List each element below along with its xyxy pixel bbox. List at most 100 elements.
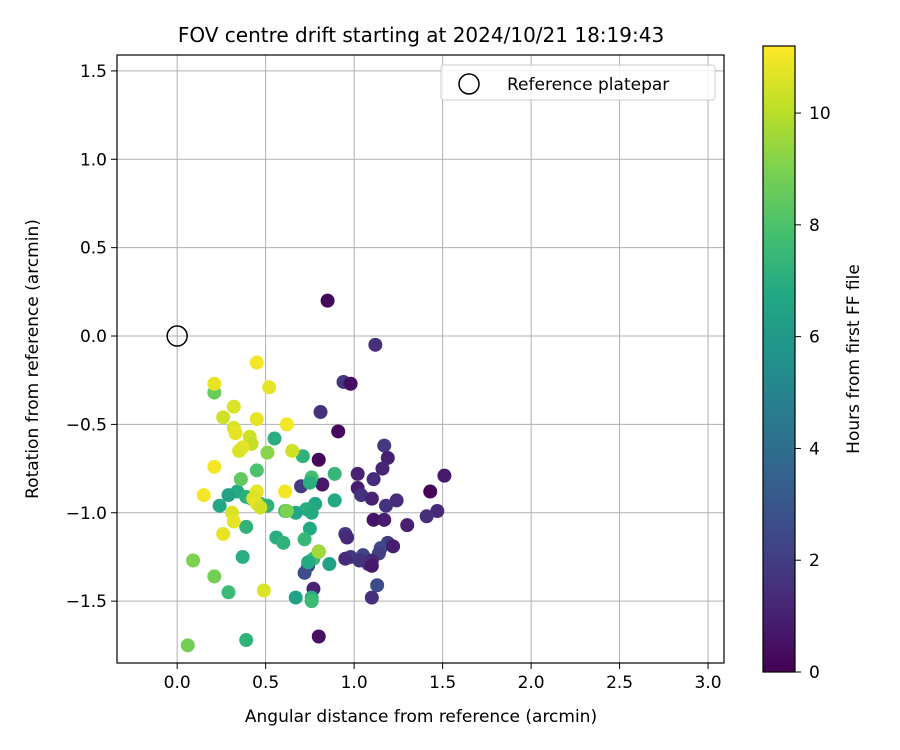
data-point: [249, 463, 264, 478]
chart-title: FOV centre drift starting at 2024/10/21 …: [178, 23, 664, 47]
data-point: [340, 530, 355, 545]
colorbar-tick-label: 0: [809, 663, 820, 683]
legend-label: Reference platepar: [507, 75, 669, 95]
data-point: [295, 449, 310, 464]
data-point: [302, 521, 317, 536]
grid-lines: [117, 55, 724, 663]
data-point: [186, 553, 201, 568]
colorbar-ticks: 0 2 4 6 8 10: [795, 104, 831, 683]
data-point: [302, 475, 317, 490]
data-point: [377, 512, 392, 527]
y-tick-label: 0.0: [80, 327, 107, 347]
data-point: [320, 293, 335, 308]
y-tick-label: 1.0: [80, 150, 107, 170]
data-point: [228, 426, 243, 441]
data-point: [389, 493, 404, 508]
x-tick-label: 3.0: [695, 673, 722, 693]
x-tick-label: 2.0: [518, 673, 545, 693]
data-point: [232, 443, 247, 458]
legend-box: [440, 64, 716, 101]
legend-marker-icon: [458, 73, 480, 95]
x-tick-label: 1.5: [429, 673, 456, 693]
data-point: [364, 491, 379, 506]
data-point: [235, 549, 250, 564]
data-point: [437, 468, 452, 483]
data-point: [262, 380, 277, 395]
data-point: [207, 459, 222, 474]
plot-frame: [116, 54, 725, 664]
data-point: [276, 535, 291, 550]
data-point: [226, 514, 241, 529]
data-point: [419, 509, 434, 524]
reference-platepar-marker: [166, 325, 188, 347]
data-point: [343, 376, 358, 391]
data-point: [327, 493, 342, 508]
data-point: [322, 557, 337, 572]
data-point: [338, 551, 353, 566]
data-point: [260, 445, 275, 460]
data-point: [327, 466, 342, 481]
data-point: [375, 461, 390, 476]
data-point: [267, 431, 282, 446]
axis-ticks: 0.0 0.5 1.0 1.5 2.0 2.5 3.0 −1.5 −1.0 −0.5 0.0 0.5 1…: [66, 62, 722, 693]
colorbar-label: Hours from first FF file: [844, 264, 864, 454]
data-point: [216, 410, 231, 425]
data-point: [249, 412, 264, 427]
y-axis-label: Rotation from reference (arcmin): [23, 219, 43, 499]
data-point: [239, 519, 254, 534]
x-axis-label: Angular distance from reference (arcmin): [245, 707, 597, 727]
data-point: [207, 569, 222, 584]
data-point: [370, 578, 385, 593]
data-point: [297, 532, 312, 547]
y-tick-label: −1.0: [66, 504, 107, 524]
data-point: [233, 472, 248, 487]
legend: Reference platepar: [440, 64, 716, 101]
data-point: [221, 585, 236, 600]
data-point: [366, 512, 381, 527]
data-point: [256, 583, 271, 598]
data-point: [196, 488, 211, 503]
colorbar-tick-label: 6: [809, 328, 820, 348]
y-tick-label: 0.5: [80, 239, 107, 259]
x-tick-label: 0.0: [164, 673, 191, 693]
data-point: [368, 337, 383, 352]
data-point: [377, 438, 392, 453]
data-point: [253, 500, 268, 515]
data-point: [216, 526, 231, 541]
y-tick-label: −1.5: [66, 592, 107, 612]
data-point: [285, 443, 300, 458]
colorbar-gradient: [762, 45, 796, 673]
data-point: [279, 417, 294, 432]
colorbar-tick-label: 8: [809, 216, 820, 236]
x-tick-label: 0.5: [252, 673, 279, 693]
data-point: [350, 466, 365, 481]
data-point: [226, 399, 241, 414]
data-point: [301, 555, 316, 570]
data-point: [221, 488, 236, 503]
data-point: [180, 638, 195, 653]
data-point: [313, 405, 328, 420]
data-point: [304, 594, 319, 609]
data-point: [366, 472, 381, 487]
data-point: [315, 477, 330, 492]
data-point: [378, 498, 393, 513]
x-tick-label: 1.0: [341, 673, 368, 693]
data-point: [430, 504, 445, 518]
data-point: [278, 484, 293, 499]
data-point: [380, 450, 395, 465]
colorbar: 0 2 4 6 8 10 Hours from first FF file: [762, 45, 864, 683]
data-point: [354, 488, 369, 503]
colorbar-tick-label: 2: [809, 551, 820, 571]
data-point: [212, 498, 227, 513]
data-point: [400, 518, 415, 533]
x-tick-label: 2.5: [606, 673, 633, 693]
data-point: [386, 539, 401, 554]
colorbar-tick-label: 4: [809, 439, 820, 459]
data-point: [304, 505, 319, 520]
data-point: [364, 590, 379, 605]
y-tick-label: 1.5: [80, 62, 107, 82]
scatter-points: [180, 293, 452, 653]
data-point: [249, 355, 264, 370]
data-point: [279, 504, 294, 518]
